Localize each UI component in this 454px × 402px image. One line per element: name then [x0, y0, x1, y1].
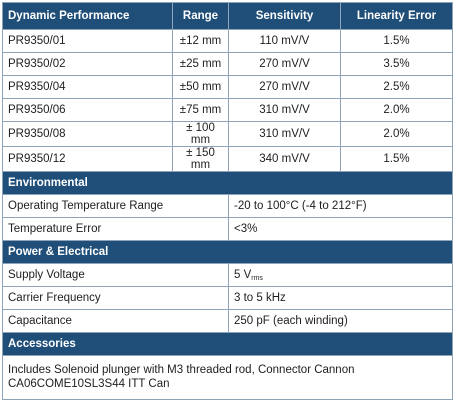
- operating-temperature-value: -20 to 100°C (-4 to 212°F): [228, 194, 453, 218]
- table-row: Temperature Error <3%: [2, 217, 453, 241]
- supply-voltage-label: Supply Voltage: [2, 263, 229, 287]
- table-row: PR9350/02 ±25 mm 270 mV/V 3.5%: [2, 52, 453, 76]
- carrier-frequency-label: Carrier Frequency: [2, 286, 229, 310]
- linearity-cell: 2.5%: [340, 75, 453, 99]
- model-cell: PR9350/01: [2, 29, 173, 53]
- supply-voltage-value: 5 Vrms: [228, 263, 453, 287]
- capacitance-value: 250 pF (each winding): [228, 309, 453, 333]
- header-range: Range: [172, 2, 229, 30]
- sensitivity-cell: 110 mV/V: [228, 29, 341, 53]
- sensitivity-cell: 340 mV/V: [228, 146, 341, 172]
- header-dynamic-performance: Dynamic Performance: [2, 2, 173, 30]
- linearity-cell: 1.5%: [340, 29, 453, 53]
- capacitance-label: Capacitance: [2, 309, 229, 333]
- header-sensitivity: Sensitivity: [228, 2, 341, 30]
- table-row: Capacitance 250 pF (each winding): [2, 309, 453, 333]
- range-cell: ±75 mm: [172, 98, 229, 122]
- supply-voltage-subscript: rms: [251, 275, 263, 282]
- accessories-section-header: Accessories: [2, 332, 453, 356]
- range-cell: ±12 mm: [172, 29, 229, 53]
- power-section-header: Power & Electrical: [2, 240, 453, 264]
- linearity-cell: 3.5%: [340, 52, 453, 76]
- linearity-cell: 2.0%: [340, 98, 453, 122]
- model-cell: PR9350/02: [2, 52, 173, 76]
- sensitivity-cell: 270 mV/V: [228, 52, 341, 76]
- performance-header-row: Dynamic Performance Range Sensitivity Li…: [2, 2, 453, 30]
- table-row: PR9350/06 ±75 mm 310 mV/V 2.0%: [2, 98, 453, 122]
- range-cell: ±25 mm: [172, 52, 229, 76]
- environmental-section-header: Environmental: [2, 171, 453, 195]
- table-row: Operating Temperature Range -20 to 100°C…: [2, 194, 453, 218]
- temperature-error-label: Temperature Error: [2, 217, 229, 241]
- table-row: PR9350/08 ± 100 mm 310 mV/V 2.0%: [2, 121, 453, 147]
- sensitivity-cell: 310 mV/V: [228, 121, 341, 147]
- power-title: Power & Electrical: [2, 240, 453, 264]
- model-cell: PR9350/08: [2, 121, 173, 147]
- range-cell: ± 150 mm: [172, 146, 229, 172]
- sensitivity-cell: 270 mV/V: [228, 75, 341, 99]
- linearity-cell: 1.5%: [340, 146, 453, 172]
- operating-temperature-label: Operating Temperature Range: [2, 194, 229, 218]
- model-cell: PR9350/12: [2, 146, 173, 172]
- table-row: Includes Solenoid plunger with M3 thread…: [2, 355, 453, 400]
- range-cell: ± 100 mm: [172, 121, 229, 147]
- temperature-error-value: <3%: [228, 217, 453, 241]
- table-row: PR9350/12 ± 150 mm 340 mV/V 1.5%: [2, 146, 453, 172]
- supply-voltage-number: 5 V: [234, 269, 252, 281]
- linearity-cell: 2.0%: [340, 121, 453, 147]
- header-linearity-error: Linearity Error: [340, 2, 453, 30]
- environmental-title: Environmental: [2, 171, 453, 195]
- accessories-title: Accessories: [2, 332, 453, 356]
- accessories-text: Includes Solenoid plunger with M3 thread…: [2, 355, 453, 400]
- sensitivity-cell: 310 mV/V: [228, 98, 341, 122]
- table-row: PR9350/04 ±50 mm 270 mV/V 2.5%: [2, 75, 453, 99]
- model-cell: PR9350/06: [2, 98, 173, 122]
- range-cell: ±50 mm: [172, 75, 229, 99]
- model-cell: PR9350/04: [2, 75, 173, 99]
- table-row: PR9350/01 ±12 mm 110 mV/V 1.5%: [2, 29, 453, 53]
- carrier-frequency-value: 3 to 5 kHz: [228, 286, 453, 310]
- table-row: Carrier Frequency 3 to 5 kHz: [2, 286, 453, 310]
- table-row: Supply Voltage 5 Vrms: [2, 263, 453, 287]
